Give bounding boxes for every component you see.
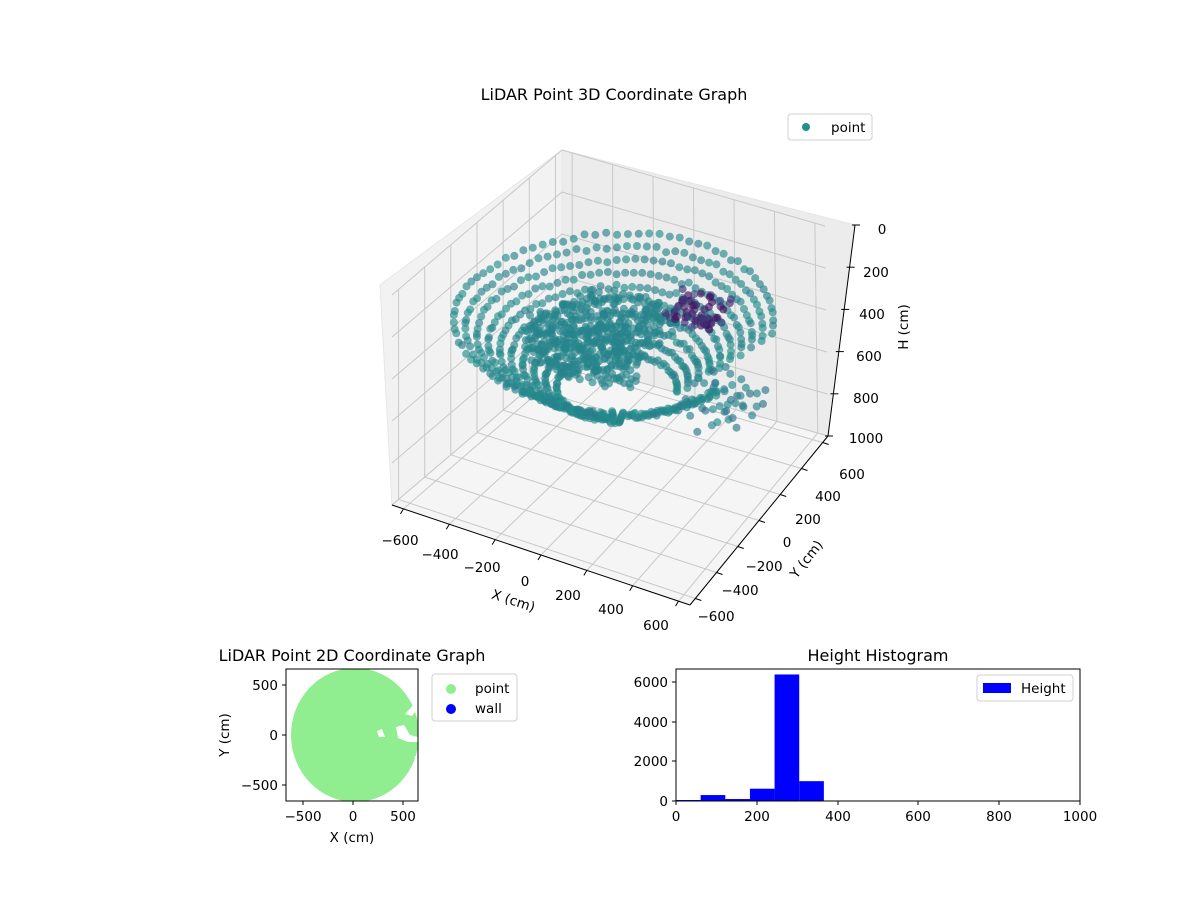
x-tick-label: 600 [643, 618, 669, 634]
hist-x-tick-label: 0 [672, 809, 681, 825]
y-tick-label: 200 [795, 512, 821, 528]
legend-box [787, 113, 873, 141]
legend-label-point: point [831, 120, 865, 136]
histogram-bar [774, 674, 800, 801]
y-tick-label-2d: 500 [252, 678, 278, 694]
hist-x-tick-label: 800 [986, 809, 1012, 825]
histogram-title: Height Histogram [808, 646, 949, 665]
legend-2d: point wall [431, 673, 518, 722]
x-tick-label-2d: 0 [349, 809, 358, 825]
legend-label-wall: wall [475, 701, 502, 717]
points-2d [291, 669, 418, 801]
x-tick-label: 200 [555, 588, 581, 604]
hist-x-tick-label: 400 [825, 809, 851, 825]
z-tick-label: 0 [878, 222, 887, 238]
z-tick-label: 400 [859, 307, 885, 323]
hist-x-tick-label: 600 [905, 809, 931, 825]
histogram-bar [700, 795, 726, 801]
hist-x-tick-label: 1000 [1063, 809, 1097, 825]
plot-2d-title: LiDAR Point 2D Coordinate Graph [219, 646, 486, 665]
z-tick-label: 200 [863, 265, 889, 281]
y-tick-label: −600 [697, 609, 734, 625]
x-tick-label: 400 [598, 602, 624, 618]
y-tick-label-2d: −500 [241, 778, 278, 794]
legend-box-hist [976, 674, 1074, 702]
hist-x-tick-label: 200 [744, 809, 770, 825]
x-tick-label: −200 [463, 560, 500, 576]
hist-y-tick-label: 0 [659, 794, 668, 810]
z-axis-label: H (cm) [896, 304, 912, 350]
plot-2d: LiDAR Point 2D Coordinate Graph −500 0 5… [217, 646, 518, 846]
histogram-bars [676, 674, 824, 801]
x-tick-label-2d: −500 [284, 809, 321, 825]
hist-y-tick-label: 6000 [634, 675, 668, 691]
x-tick-label: −400 [421, 547, 458, 563]
x-tick-label: −600 [381, 533, 418, 549]
histogram-bar [799, 781, 824, 801]
x-axis-label: X (cm) [490, 587, 537, 616]
plot-histogram: Height Histogram 0 200 400 600 800 1000 … [634, 646, 1098, 825]
z-tick-label: 600 [856, 349, 882, 365]
y-tick-label: −200 [745, 559, 782, 575]
plot-3d-title: LiDAR Point 3D Coordinate Graph [481, 85, 748, 104]
legend-marker-wall [446, 704, 456, 714]
z-tick-label: 800 [853, 391, 879, 407]
y-tick-label: −400 [721, 583, 758, 599]
legend-3d: point [787, 113, 873, 141]
hist-y-tick-label: 2000 [634, 754, 668, 770]
histogram-frame [675, 668, 1081, 802]
legend-marker-point [802, 123, 810, 131]
y-axis-label-2d: Y (cm) [217, 713, 233, 758]
y-tick-label: 600 [839, 467, 865, 483]
y-axis-label: Y (cm) [786, 537, 826, 582]
legend-marker-height [983, 683, 1011, 693]
y-tick-label-2d: 0 [269, 728, 278, 744]
legend-histogram: Height [976, 674, 1074, 702]
z-axis-line [827, 224, 856, 437]
plot-3d: LiDAR Point 3D Coordinate Graph −600 −40… [379, 85, 912, 634]
y-tick-label: 0 [783, 535, 792, 551]
legend-marker-point [446, 684, 456, 694]
y-tick-label: 400 [815, 489, 841, 505]
hist-y-tick-label: 4000 [634, 715, 668, 731]
histogram-bar [749, 788, 775, 801]
legend-label-point: point [475, 681, 509, 697]
x-axis-label-2d: X (cm) [330, 830, 375, 846]
z-tick-label: 1000 [849, 431, 883, 447]
x-tick-label-2d: 500 [390, 809, 416, 825]
axis-ticks-3d [400, 224, 860, 607]
histogram-bar [725, 799, 750, 801]
point-cloud [449, 228, 778, 436]
legend-label-height: Height [1021, 681, 1066, 697]
x-tick-label: 0 [521, 574, 530, 590]
